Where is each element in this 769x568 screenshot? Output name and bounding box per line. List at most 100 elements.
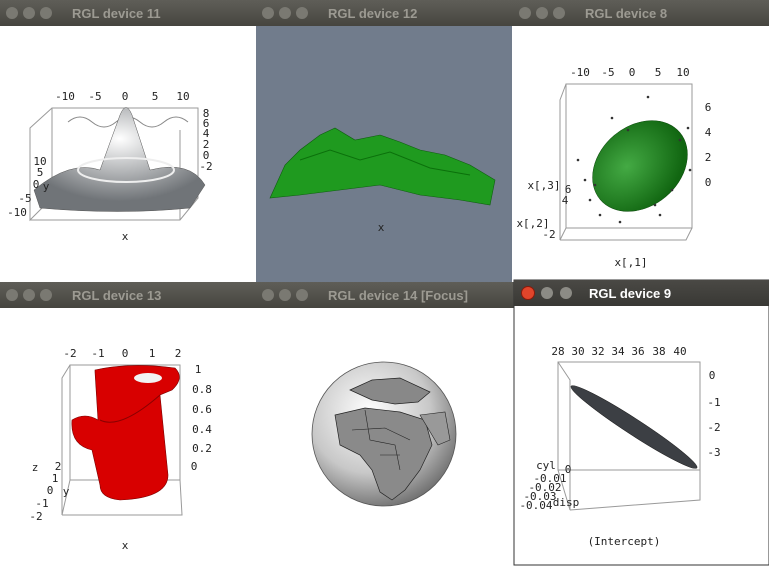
axis-label: 0 (47, 484, 54, 497)
axis-title: cyl (536, 459, 556, 472)
window-title: RGL device 14 [Focus] (328, 288, 468, 303)
close-button[interactable] (6, 289, 18, 301)
axis-title: x (122, 230, 129, 243)
axis-label: 2 (175, 347, 182, 360)
axis-label: 0 (33, 178, 40, 191)
window[interactable]: RGL device 13 -2 -1 0 1 2 1 0.8 0.6 0.4 … (0, 282, 256, 568)
axis-label: -5 (18, 192, 31, 205)
axis-label: -2 (707, 421, 720, 434)
window[interactable]: RGL device 8 -10 -5 0 5 10 6 4 2 0 x[,3]… (512, 0, 769, 282)
axis-label: 30 (571, 345, 584, 358)
axis-label: 28 (551, 345, 564, 358)
axis-label: 0 (629, 66, 636, 79)
axis-label: 0 (122, 90, 129, 103)
axis-label: -0.03 (523, 490, 556, 503)
plot-art (559, 83, 693, 241)
axis-label: 4 (562, 194, 569, 207)
axis-label: 0 (709, 369, 716, 382)
axis-label: 2 (203, 138, 210, 151)
minimize-button[interactable] (279, 7, 291, 19)
plot-art (61, 364, 183, 516)
axis-label: 34 (611, 345, 625, 358)
axis-label: 0.2 (192, 442, 212, 455)
maximize-button[interactable] (296, 7, 308, 19)
axis-label: -3 (707, 446, 720, 459)
axis-label: 8 (203, 107, 210, 120)
globe (311, 361, 457, 507)
axis-label: -0.01 (533, 472, 566, 485)
axis-label: -5 (88, 90, 101, 103)
axis-label: -2 (542, 228, 555, 241)
window-title: RGL device 8 (585, 6, 667, 21)
axis-label: 0.4 (192, 423, 212, 436)
axis-label: -10 (55, 90, 75, 103)
axis-title: x[,2] (516, 217, 549, 230)
axis-label: -2 (63, 347, 76, 360)
terrain-ridge (299, 149, 471, 176)
axis-label: 5 (152, 90, 159, 103)
axis-label: 2 (705, 151, 712, 164)
axis-label: -1 (91, 347, 104, 360)
minimize-button[interactable] (23, 289, 35, 301)
axis-label: 0.8 (192, 383, 212, 396)
axis-label: -2 (29, 510, 42, 523)
axis-title: y (43, 180, 50, 193)
window[interactable]: RGL device 11 -10 -5 0 5 10 8 6 4 2 0 -2… (0, 0, 256, 282)
window[interactable]: RGL device 12 x (256, 0, 512, 282)
axis-label: -2 (199, 160, 212, 173)
minimize-button[interactable] (541, 287, 553, 299)
axis-label: -10 (570, 66, 590, 79)
minimize-button[interactable] (536, 7, 548, 19)
maximize-button[interactable] (560, 287, 572, 299)
close-button[interactable] (519, 7, 531, 19)
axis-label: 36 (631, 345, 644, 358)
axis-label: 10 (33, 155, 46, 168)
title-bar[interactable] (514, 280, 769, 306)
minimize-button[interactable] (279, 289, 291, 301)
axis-label: -10 (7, 206, 27, 219)
axis-title: x[,1] (614, 256, 647, 269)
axis-label: 1 (52, 472, 59, 485)
axis-label: 1 (149, 347, 156, 360)
window[interactable]: RGL device 9 28 30 32 34 36 38 40 0 -1 -… (513, 279, 769, 566)
axis-label: 2 (55, 460, 62, 473)
axis-label: 0 (705, 176, 712, 189)
window-title: RGL device 9 (589, 286, 671, 301)
axis-label: 32 (591, 345, 604, 358)
axis-label: -0.02 (528, 481, 561, 494)
axis-label: 40 (673, 345, 686, 358)
axis-label: 10 (176, 90, 189, 103)
axis-label: 6 (203, 117, 210, 130)
axis-label: 38 (652, 345, 665, 358)
axis-label: 1 (195, 363, 202, 376)
minimize-button[interactable] (23, 7, 35, 19)
axis-label: 0 (565, 463, 572, 476)
plot-art (557, 361, 701, 511)
axis-label: 6 (565, 183, 572, 196)
axis-label: 5 (37, 166, 44, 179)
window-title: RGL device 11 (72, 6, 161, 21)
axis-label: 0.6 (192, 403, 212, 416)
window[interactable]: RGL device 14 [Focus] (256, 282, 514, 568)
terrain-surface (269, 127, 496, 206)
maximize-button[interactable] (40, 289, 52, 301)
maximize-button[interactable] (296, 289, 308, 301)
axis-label: -0.04 (519, 499, 552, 512)
axis-label: 0 (191, 460, 198, 473)
axis-label: -1 (35, 497, 48, 510)
close-button[interactable] (521, 286, 535, 300)
window-title: RGL device 13 (72, 288, 161, 303)
close-button[interactable] (262, 7, 274, 19)
axis-title: (Intercept) (588, 535, 661, 548)
maximize-button[interactable] (40, 7, 52, 19)
maximize-button[interactable] (553, 7, 565, 19)
axis-title: z (32, 461, 39, 474)
axis-title: y (63, 485, 70, 498)
axis-label: 10 (676, 66, 689, 79)
close-button[interactable] (6, 7, 18, 19)
close-button[interactable] (262, 289, 274, 301)
axis-label: -5 (601, 66, 614, 79)
axis-title: disp (553, 496, 580, 509)
plot-art (29, 107, 206, 222)
